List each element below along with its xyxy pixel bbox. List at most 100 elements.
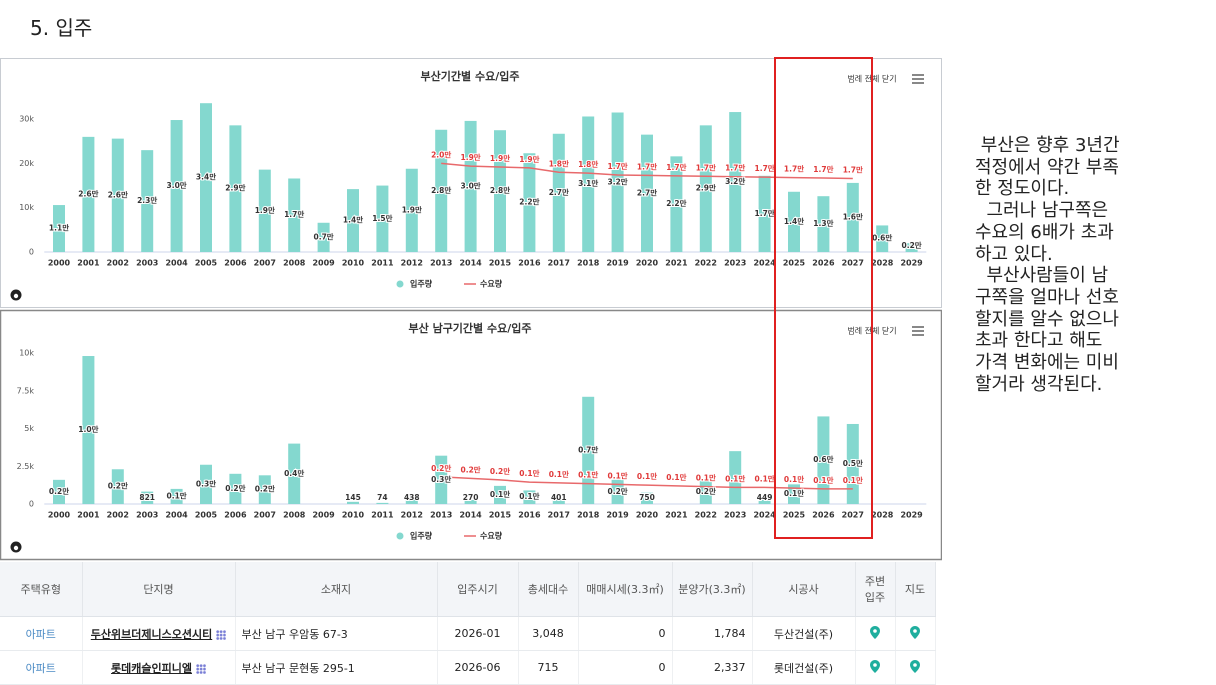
data-label: 0.1만 [490,489,510,499]
data-label: 0.2만 [49,486,69,496]
data-label: 0.4만 [284,468,304,478]
bar [464,120,477,253]
data-label: 0.1만 [519,491,539,501]
bar [729,451,742,504]
bar [347,501,359,504]
header-cell: 주택유형 [0,562,83,617]
x-tick-label: 2029 [900,511,923,520]
note-line: 구쪽을 얼마나 선호 [975,286,1119,308]
legend-label[interactable]: 입주량 [410,279,433,289]
bar [141,150,154,252]
bar [464,499,477,504]
header-cell: 매매시세(3.3㎡) [578,562,673,617]
data-label: 0.2만 [608,486,628,496]
map-pin[interactable] [895,616,936,651]
bar [582,116,595,252]
data-label: 1.4만 [343,215,363,225]
map-pin[interactable] [855,616,896,651]
x-tick-label: 2006 [224,259,247,268]
data-label: 0.7만 [314,231,334,241]
legend-label[interactable]: 수요량 [480,279,503,289]
x-tick-label: 2020 [636,259,659,268]
map-pin[interactable] [895,650,936,685]
x-tick-label: 2001 [77,259,100,268]
bar [611,479,624,504]
data-label: 1.7만 [784,164,804,174]
note-line: 부산은 향후 3년간 [975,135,1120,156]
data-label: 3.0만 [167,180,187,190]
cell: 715 [518,650,579,685]
bar [729,112,742,252]
complex-link[interactable]: 두산위브더제니스오션시티 [90,627,213,641]
data-label: 2.6만 [78,188,98,198]
data-label: 401 [551,493,567,502]
data-label: 0.1만 [519,468,539,478]
x-tick-label: 2017 [548,259,570,268]
header-cell: 분양가(3.3㎡) [672,562,753,617]
chart-frame [0,309,942,561]
x-tick-label: 2019 [606,259,629,268]
map-pin[interactable] [855,650,896,685]
complex-link[interactable]: 롯데캐슬인피니엘 [111,661,192,675]
x-tick-label: 2024 [753,259,776,268]
data-label: 0.2만 [255,484,275,494]
data-label: 0.1만 [843,475,863,485]
data-label: 1.9만 [402,204,422,214]
y-tick-label: 7.5k [17,386,35,395]
bar [758,175,771,252]
x-tick-label: 2015 [489,511,512,520]
cell: 3,048 [518,616,579,651]
legend-label[interactable]: 수요량 [480,531,503,541]
bar [552,497,565,504]
note-line: 수요의 6배가 초과 [975,221,1114,243]
bar [111,138,124,252]
data-label: 3.1만 [578,178,598,188]
bar [435,455,448,504]
x-tick-label: 2009 [312,511,335,520]
x-tick-label: 2010 [342,259,365,268]
x-tick-label: 2019 [606,511,629,520]
x-tick-label: 2022 [695,511,717,520]
legend-swatch[interactable] [396,532,404,540]
data-label: 1.9만 [255,205,275,215]
data-label: 0.2만 [461,464,481,474]
x-tick-label: 2009 [312,259,335,268]
note-line: 적정에서 약간 부족 [975,156,1119,178]
cell: 0 [578,616,673,651]
bar [82,356,95,504]
data-label: 1.9만 [461,152,481,162]
x-tick-label: 2018 [577,259,600,268]
x-tick-label: 2000 [48,511,71,520]
bar [494,130,506,252]
x-tick-label: 2013 [430,511,452,520]
x-tick-label: 2003 [136,259,158,268]
cell: 두산건설(주) [752,616,856,651]
data-label: 1.7만 [843,164,863,174]
data-label: 2.0만 [431,149,451,159]
data-label: 0.7만 [578,444,598,454]
bar [788,484,800,504]
data-label: 0.3만 [431,474,451,484]
x-tick-label: 2021 [665,259,688,268]
x-tick-label: 2011 [371,511,394,520]
cell: 2026-01 [437,616,519,651]
x-tick-label: 2027 [842,511,864,520]
note-line: 한 정도이다. [975,178,1070,200]
grid-icon[interactable] [216,629,227,640]
data-label: 2.6만 [108,189,128,199]
data-label: 2.2만 [666,198,686,208]
legend-swatch[interactable] [396,280,404,288]
data-label: 2.8만 [431,185,451,195]
data-label: 0.2만 [696,486,716,496]
bar [523,490,536,504]
grid-icon[interactable] [195,663,206,674]
note-line: 할지를 알수 없으나 [975,308,1119,330]
data-label: 2.7만 [637,187,657,197]
data-label: 1.7만 [284,209,304,219]
bar [53,479,65,504]
legend-label[interactable]: 입주량 [410,531,433,541]
data-label: 1.8만 [578,159,598,169]
bar [317,222,330,252]
bar [611,112,624,252]
